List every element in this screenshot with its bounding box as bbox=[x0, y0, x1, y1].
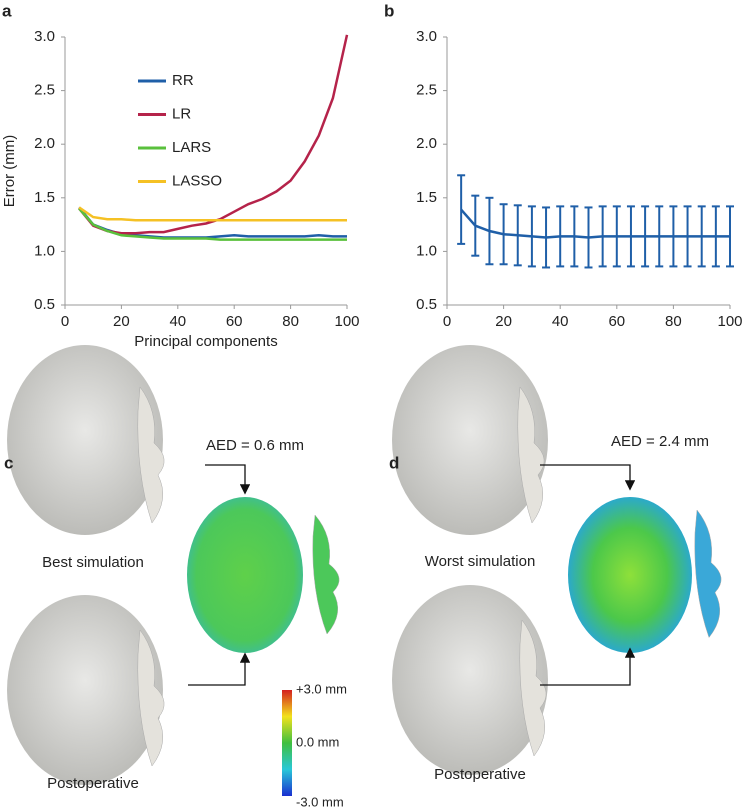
error-bar bbox=[584, 206, 593, 269]
y-tick-label: 2.0 bbox=[416, 135, 437, 152]
error-bar bbox=[570, 205, 579, 268]
x-tick-label: 80 bbox=[282, 313, 299, 330]
error-bar bbox=[655, 205, 664, 268]
data-line bbox=[78, 206, 347, 222]
x-tick-label: 60 bbox=[226, 313, 243, 330]
y-tick-label: 2.0 bbox=[34, 135, 55, 152]
colorbar-label: -3.0 mm bbox=[296, 794, 344, 809]
panel-label: c bbox=[4, 453, 13, 472]
data-line bbox=[460, 208, 730, 239]
y-tick-label: 2.5 bbox=[416, 82, 437, 99]
face bbox=[392, 345, 548, 535]
colorbar-label: +3.0 mm bbox=[296, 681, 347, 696]
error-bar bbox=[485, 196, 494, 266]
data-line bbox=[78, 34, 349, 235]
x-tick-label: 40 bbox=[552, 313, 569, 330]
error-bar bbox=[697, 205, 706, 268]
arrow bbox=[540, 464, 636, 491]
x-tick-label: 60 bbox=[608, 313, 625, 330]
y-tick-label: 1.5 bbox=[416, 189, 437, 206]
x-tick-label: 0 bbox=[61, 313, 69, 330]
error-bar bbox=[471, 194, 480, 257]
error-bar bbox=[513, 204, 522, 267]
legend-label: LARS bbox=[172, 139, 211, 156]
face bbox=[7, 595, 163, 785]
error-bar bbox=[527, 205, 536, 268]
data-line bbox=[78, 207, 347, 241]
legend-label: RR bbox=[172, 72, 194, 89]
caption: Worst simulation bbox=[425, 553, 536, 570]
caption: Postoperative bbox=[47, 775, 139, 792]
y-tick-label: 0.5 bbox=[34, 296, 55, 313]
error-bar bbox=[457, 174, 466, 245]
y-axis-label: Error (mm) bbox=[1, 135, 18, 207]
face-profile bbox=[519, 619, 547, 757]
x-tick-label: 100 bbox=[717, 313, 742, 330]
x-tick-label: 40 bbox=[169, 313, 186, 330]
x-tick-label: 0 bbox=[443, 313, 451, 330]
error-bar bbox=[612, 205, 621, 268]
arrow bbox=[540, 647, 636, 686]
panel-label: a bbox=[2, 1, 12, 20]
face bbox=[7, 345, 163, 535]
error-bar bbox=[683, 205, 692, 268]
x-tick-label: 20 bbox=[495, 313, 512, 330]
face-profile bbox=[137, 386, 165, 524]
caption: Postoperative bbox=[434, 766, 526, 783]
aed-label: AED = 2.4 mm bbox=[611, 433, 709, 450]
y-tick-label: 3.0 bbox=[416, 28, 437, 45]
arrow bbox=[205, 464, 251, 495]
face bbox=[392, 585, 548, 775]
error-bar bbox=[641, 205, 650, 268]
y-tick-label: 1.0 bbox=[34, 242, 55, 259]
y-tick-label: 0.5 bbox=[416, 296, 437, 313]
error-bar bbox=[542, 206, 551, 269]
error-bar bbox=[669, 205, 678, 268]
arrow bbox=[188, 652, 251, 686]
face-profile bbox=[137, 629, 165, 767]
face bbox=[568, 497, 692, 653]
error-bar bbox=[598, 205, 607, 268]
legend-label: LR bbox=[172, 105, 191, 122]
caption: Best simulation bbox=[42, 554, 144, 571]
panel-label: b bbox=[384, 1, 394, 20]
illustrations bbox=[7, 345, 722, 785]
error-bar bbox=[499, 203, 508, 266]
face-profile bbox=[517, 386, 545, 524]
face bbox=[187, 497, 303, 653]
colorbar-label: 0.0 mm bbox=[296, 734, 339, 749]
error-bar bbox=[726, 205, 734, 268]
face-profile bbox=[694, 509, 722, 639]
panel-label: d bbox=[389, 453, 399, 472]
x-axis-label: Principal components bbox=[134, 333, 277, 350]
x-tick-label: 80 bbox=[665, 313, 682, 330]
y-tick-label: 1.0 bbox=[416, 242, 437, 259]
y-tick-label: 1.5 bbox=[34, 189, 55, 206]
colorbar bbox=[282, 690, 292, 796]
error-bar bbox=[556, 205, 565, 268]
error-bar bbox=[711, 205, 720, 268]
face-profile bbox=[312, 514, 340, 635]
x-tick-label: 100 bbox=[334, 313, 359, 330]
x-tick-label: 20 bbox=[113, 313, 130, 330]
error-bar bbox=[626, 205, 635, 268]
aed-label: AED = 0.6 mm bbox=[206, 437, 304, 454]
y-tick-label: 3.0 bbox=[34, 28, 55, 45]
y-tick-label: 2.5 bbox=[34, 82, 55, 99]
legend-label: LASSO bbox=[172, 172, 222, 189]
